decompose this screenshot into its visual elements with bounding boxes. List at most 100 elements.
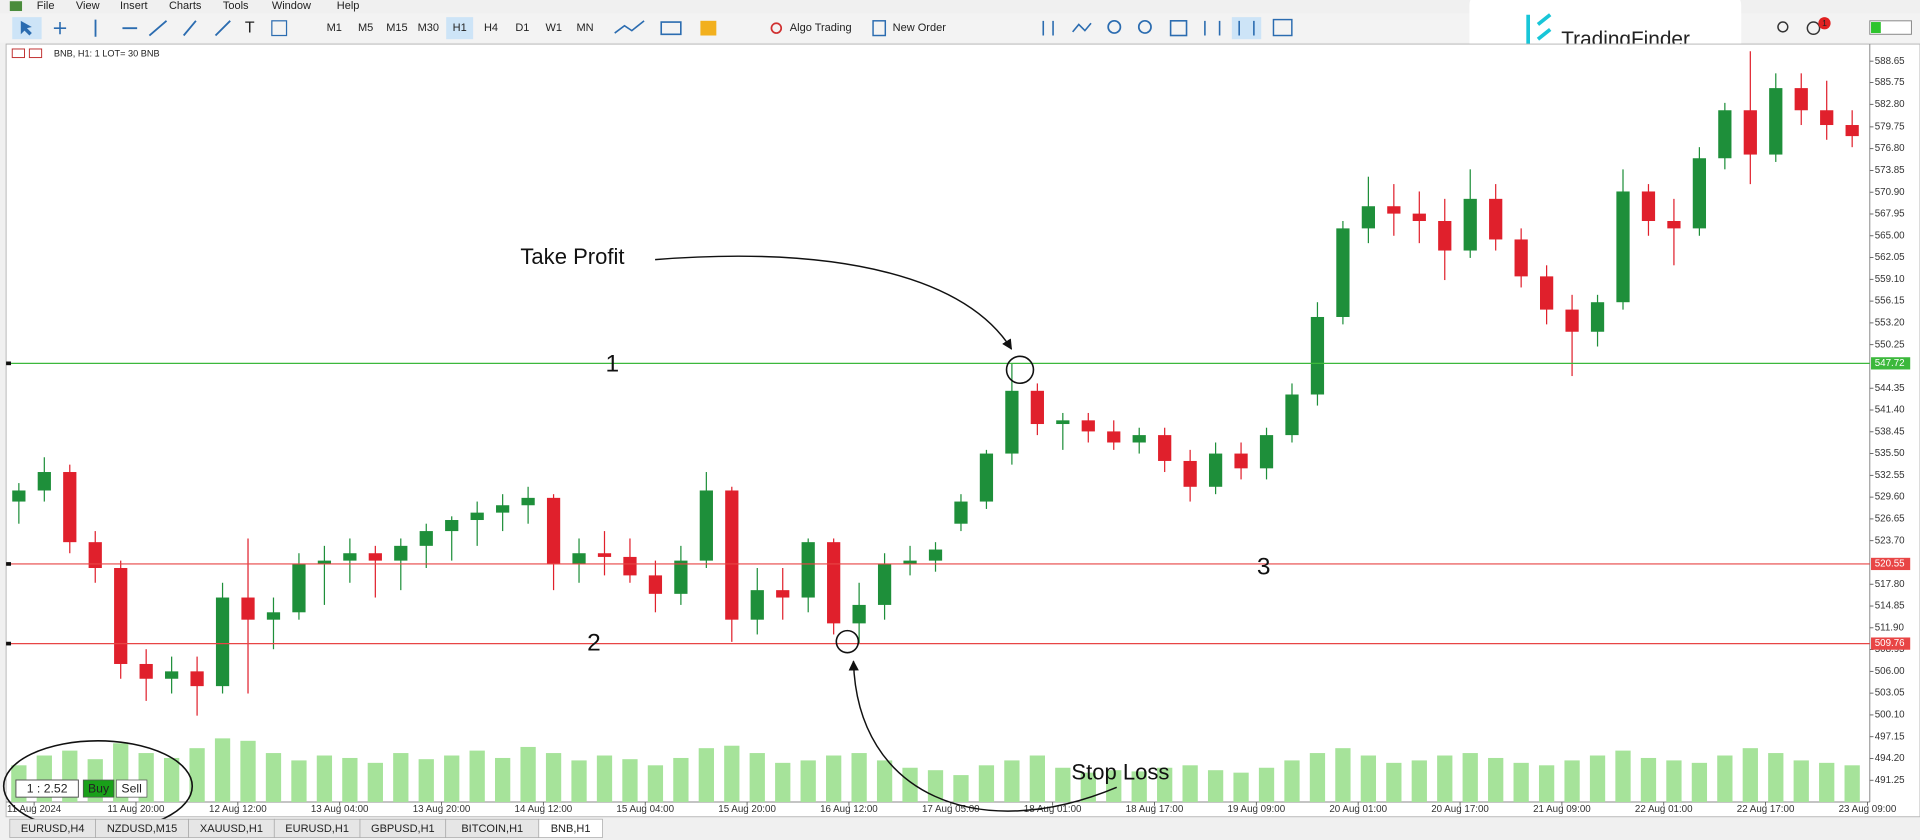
timeframe-button[interactable]: H4 — [484, 22, 498, 34]
timeframe-button[interactable]: M5 — [358, 22, 373, 34]
chart-tools[interactable] — [614, 20, 1092, 36]
menu-item[interactable]: Help — [337, 0, 360, 12]
shapes-tool[interactable] — [271, 20, 288, 37]
tab-label[interactable]: NZDUSD,M15 — [107, 823, 177, 835]
x-tick-label: 11 Aug 20:00 — [108, 804, 165, 815]
timeframe-button[interactable]: MN — [576, 22, 593, 34]
y-tick-label: 573.85 — [1875, 165, 1905, 176]
volume-bar — [978, 765, 995, 803]
y-tick-label: 588.65 — [1875, 56, 1905, 67]
candle-body — [1514, 239, 1528, 277]
tab-label[interactable]: BITCOIN,H1 — [461, 823, 523, 835]
timeframe-button[interactable]: M15 — [386, 22, 407, 34]
volume-bar — [495, 757, 511, 803]
menu-item[interactable]: View — [76, 0, 100, 12]
candle-body — [801, 542, 815, 598]
candle-body — [623, 556, 637, 576]
volume-bar — [1462, 753, 1478, 803]
menu-item[interactable]: Window — [272, 0, 311, 12]
y-tick-label: 535.50 — [1875, 448, 1905, 459]
x-tick-label: 11 Aug 2024 — [7, 804, 62, 815]
candle-body — [776, 590, 790, 598]
volume-bar — [1080, 772, 1096, 803]
chat-icon[interactable] — [1806, 21, 1821, 36]
candle-body — [165, 671, 179, 679]
tab-label[interactable]: EURUSD,H1 — [285, 823, 349, 835]
new-order-button[interactable]: New Order — [893, 22, 947, 34]
y-tick-label: 582.80 — [1875, 99, 1905, 110]
candle-body — [1692, 158, 1707, 229]
y-tick-label: 567.95 — [1875, 209, 1905, 220]
volume-bar — [1157, 767, 1173, 803]
tab-bar: EURUSD,H4 NZDUSD,M15 XAUUSD,H1 EURUSD,H1 GBP… — [9, 818, 603, 838]
zoom-out[interactable] — [1137, 19, 1152, 34]
price-level-label: 547.72 — [1875, 358, 1905, 369]
price-level-tag — [1871, 557, 1911, 571]
tile-windows[interactable] — [1169, 20, 1188, 37]
buy-button[interactable] — [82, 779, 115, 798]
candle-body — [419, 531, 433, 546]
tab-label[interactable]: GBPUSD,H1 — [371, 823, 435, 835]
x-tick-label: 21 Aug 09:00 — [1533, 804, 1591, 815]
y-tick-label: 553.20 — [1875, 317, 1905, 328]
timeframe-button[interactable]: M30 — [418, 22, 439, 34]
menu-item[interactable]: Tools — [223, 0, 249, 12]
volume-bar — [1640, 757, 1657, 803]
volume-bar — [1844, 765, 1860, 803]
candle-body — [979, 453, 994, 502]
price-level-label: 520.55 — [1875, 559, 1905, 570]
y-tick-label: 565.00 — [1875, 230, 1905, 241]
x-tick-label: 14 Aug 12:00 — [515, 804, 573, 815]
x-tick-label: 18 Aug 17:00 — [1126, 804, 1184, 815]
x-tick-label: 12 Aug 12:00 — [209, 804, 267, 815]
volume-bar — [469, 750, 485, 803]
volume-bar — [1258, 767, 1275, 803]
volume-bar — [393, 753, 409, 803]
text-tool[interactable]: T — [245, 19, 255, 36]
timeframe-button[interactable]: W1 — [545, 22, 562, 34]
y-tick-label: 550.25 — [1875, 339, 1905, 350]
menu-item[interactable]: Insert — [120, 0, 148, 12]
autoscroll-button[interactable] — [1231, 17, 1262, 40]
tp-arrow — [655, 255, 1013, 350]
volume-bar — [698, 748, 714, 803]
y-tick-label: 556.15 — [1875, 296, 1905, 307]
y-tick-label: 517.80 — [1875, 579, 1905, 590]
candle-body — [292, 564, 306, 613]
timeframe-button[interactable]: D1 — [515, 22, 529, 34]
tab[interactable] — [538, 818, 603, 838]
sell-button[interactable] — [115, 779, 148, 798]
volume-bar — [1386, 762, 1402, 803]
draw-tools[interactable] — [94, 19, 231, 37]
volume-bar — [1309, 753, 1326, 803]
volume-bar — [1538, 765, 1555, 803]
sl-circle — [835, 629, 860, 654]
x-tick-label: 15 Aug 20:00 — [718, 804, 776, 815]
volume-bar — [800, 760, 816, 803]
market-icon[interactable] — [700, 20, 717, 36]
y-tick-label: 544.35 — [1875, 383, 1905, 394]
algo-trading-button[interactable]: Algo Trading — [790, 22, 852, 34]
candle-body — [1820, 110, 1834, 126]
tab-label[interactable]: EURUSD,H4 — [21, 823, 85, 835]
candle-body — [63, 472, 77, 543]
volume-bar — [902, 767, 918, 803]
menu-item[interactable]: Charts — [169, 0, 202, 12]
volume-bar — [1055, 767, 1071, 803]
tab-label[interactable]: BNB,H1 — [551, 823, 591, 835]
crosshair-icon[interactable] — [53, 22, 67, 35]
buy-label[interactable]: Buy — [88, 781, 110, 795]
y-tick-label: 541.40 — [1875, 405, 1905, 416]
y-tick-label: 559.10 — [1875, 274, 1905, 285]
sell-label[interactable]: Sell — [121, 781, 141, 795]
timeframe-button[interactable]: H1 — [453, 22, 467, 34]
timeframe-button[interactable]: M1 — [327, 22, 342, 34]
candle-body — [1387, 206, 1401, 214]
tab-label[interactable]: XAUUSD,H1 — [200, 823, 263, 835]
zoom-in[interactable] — [1107, 19, 1122, 34]
screenshot[interactable] — [1272, 18, 1293, 37]
menu-item[interactable]: File — [37, 0, 55, 12]
volume-bar — [367, 762, 383, 803]
search-icon[interactable] — [1777, 21, 1789, 33]
candle-body — [1845, 125, 1859, 137]
